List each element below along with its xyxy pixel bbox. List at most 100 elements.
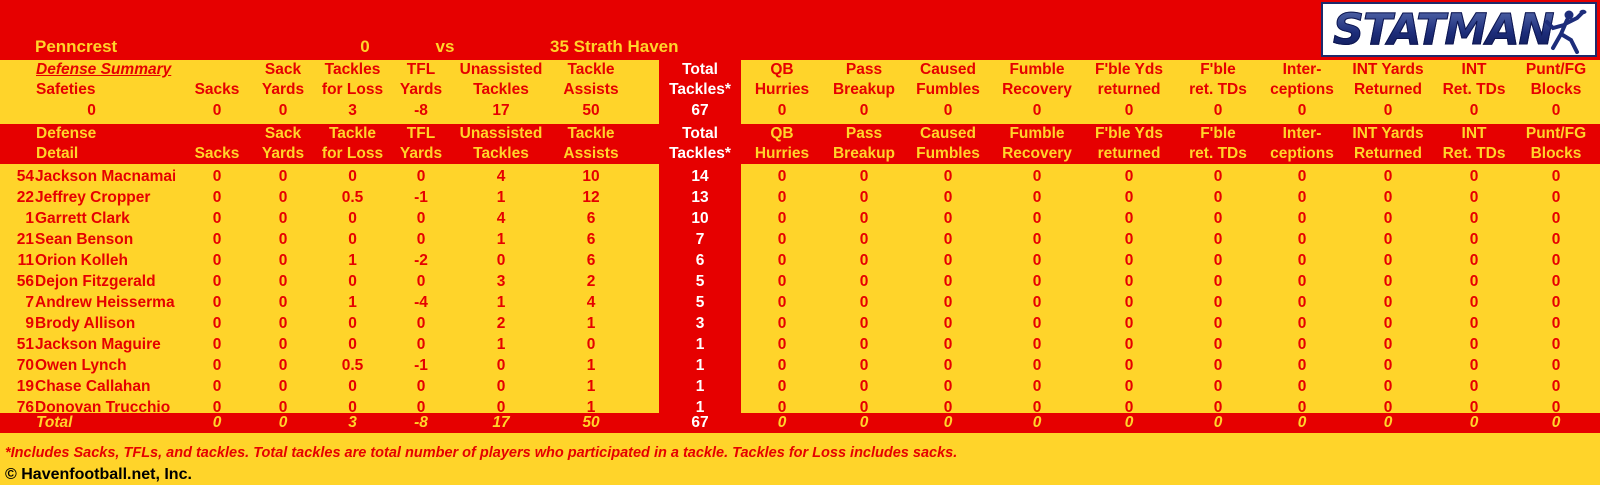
detail-header-2-top: Tackle [328,125,377,142]
player-stat-7: 0 [777,210,787,227]
summary-header-7-top: QB [770,61,794,78]
player-stat-1: 0 [278,315,288,332]
player-stat-15: 0 [1469,315,1479,332]
player-stat-6: 10 [691,210,709,227]
player-stat-13: 0 [1297,378,1307,395]
player-stat-5: 0 [586,336,596,353]
detail-header-9-top: Caused [920,125,976,142]
summary-header-14-top: INT Yards [1352,61,1424,78]
total-value-13: 0 [1297,414,1307,431]
player-stat-16: 0 [1551,252,1561,269]
summary-header-15-top: INT [1461,61,1487,78]
summary-value-10: 0 [1032,102,1042,119]
player-stat-4: 0 [496,399,506,416]
player-stat-9: 0 [943,336,953,353]
player-stat-1: 0 [278,210,288,227]
player-stat-4: 4 [496,168,506,185]
player-stat-14: 0 [1383,252,1393,269]
player-stat-9: 0 [943,399,953,416]
player-stat-3: 0 [416,378,426,395]
player-name: Sean Benson [35,231,134,248]
player-number: 22 [16,189,34,206]
statman-logo-text: STATMAN [1333,4,1556,55]
player-stat-7: 0 [777,378,787,395]
player-stat-13: 0 [1297,336,1307,353]
summary-header-11-top: F'ble Yds [1094,61,1163,78]
player-stat-11: 0 [1124,336,1134,353]
player-stat-8: 0 [859,336,869,353]
detail-header-10-bottom: Recovery [1002,145,1072,162]
player-stat-1: 0 [278,231,288,248]
player-stat-2: 0 [348,273,357,290]
player-stat-3: -1 [414,357,428,374]
player-stat-4: 1 [496,231,506,248]
player-name: Jackson Maguire [35,336,161,353]
summary-value-13: 0 [1297,102,1307,119]
player-stat-7: 0 [777,189,787,206]
player-name: Owen Lynch [35,357,127,374]
player-stat-3: 0 [416,273,426,290]
summary-header-6-bottom: Tackles* [669,81,731,98]
player-stat-7: 0 [777,252,787,269]
detail-header-16-top: Punt/FG [1525,125,1587,142]
total-value-0: 0 [212,414,222,431]
player-stat-11: 0 [1124,252,1134,269]
player-stat-0: 0 [212,378,222,395]
summary-value-6: 67 [691,102,709,119]
player-stat-13: 0 [1297,315,1307,332]
player-stat-13: 0 [1297,231,1307,248]
player-stat-11: 0 [1124,315,1134,332]
player-stat-1: 0 [278,357,288,374]
player-stat-4: 0 [496,252,506,269]
player-stat-8: 0 [859,378,869,395]
player-stat-0: 0 [212,357,222,374]
total-value-3: -8 [414,414,428,431]
total-value-14: 0 [1383,414,1393,431]
player-stat-1: 0 [278,294,288,311]
summary-header-5-bottom: Assists [563,81,619,98]
total-value-7: 0 [777,414,787,431]
player-stat-9: 0 [943,357,953,374]
player-stat-8: 0 [859,168,869,185]
player-stat-16: 0 [1551,168,1561,185]
player-stat-5: 10 [582,168,600,185]
total-value-11: 0 [1124,414,1134,431]
detail-header-7-top: QB [770,125,794,142]
player-stat-2: 0 [348,399,357,416]
player-stat-4: 1 [496,294,506,311]
player-stat-12: 0 [1213,252,1223,269]
vs-label: vs [435,37,455,56]
player-name: Chase Callahan [35,378,151,395]
player-stat-13: 0 [1297,357,1307,374]
player-stat-11: 0 [1124,273,1134,290]
player-stat-1: 0 [278,168,288,185]
player-stat-16: 0 [1551,315,1561,332]
player-stat-3: -4 [414,294,428,311]
summary-header-1-top: Sack [264,61,302,78]
summary-header-16-top: Punt/FG [1525,61,1587,78]
footnote: *Includes Sacks, TFLs, and tackles. Tota… [5,445,958,461]
detail-header-1-bottom: Yards [261,145,305,162]
detail-header-15-top: INT [1461,125,1487,142]
summary-header-12-bottom: ret. TDs [1189,81,1247,98]
summary-header-2-bottom: for Loss [321,81,384,98]
player-stat-13: 0 [1297,189,1307,206]
player-stat-10: 0 [1032,210,1042,227]
detail-header-12-top: F'ble [1200,125,1236,142]
player-stat-2: 1 [348,252,357,269]
player-number: 11 [17,252,34,269]
player-stat-8: 0 [859,399,869,416]
player-stat-6: 1 [695,357,705,374]
player-stat-2: 0 [348,378,357,395]
player-stat-15: 0 [1469,336,1479,353]
player-stat-8: 0 [859,273,869,290]
player-stat-16: 0 [1551,231,1561,248]
player-stat-4: 0 [496,378,506,395]
summary-header-5-top: Tackle [567,61,615,78]
player-stat-7: 0 [777,336,787,353]
player-stat-10: 0 [1032,357,1042,374]
summary-header-0-bottom: Sacks [194,81,240,98]
summary-value-11: 0 [1124,102,1134,119]
player-name: Orion Kolleh [35,252,128,269]
player-stat-5: 4 [586,294,596,311]
